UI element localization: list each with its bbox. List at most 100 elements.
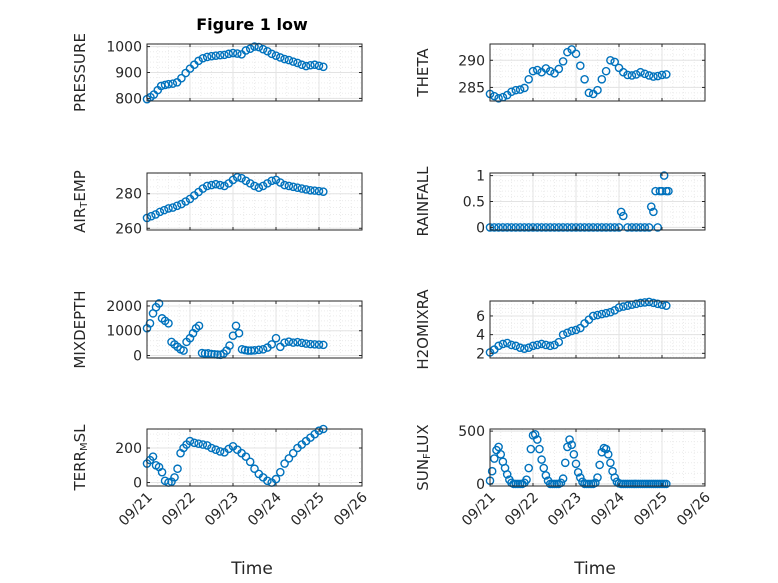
data-point (524, 343, 534, 353)
data-point (254, 183, 264, 192)
data-point (207, 443, 216, 453)
data-point (241, 46, 251, 55)
data-point (580, 74, 589, 84)
data-point (293, 58, 302, 68)
data-point (662, 479, 671, 489)
y-axis-label: RAINFALL (414, 166, 432, 237)
x-tick-label: 09/23 (202, 490, 242, 530)
data-point (228, 48, 238, 58)
data-point (614, 63, 624, 73)
data-point (494, 223, 503, 232)
data-point (619, 302, 628, 311)
data-point (301, 339, 311, 348)
data-point (563, 47, 572, 57)
axes-box (489, 43, 706, 102)
data-point (545, 341, 555, 351)
data-point (651, 186, 660, 196)
data-point (314, 340, 324, 349)
data-point (151, 210, 160, 219)
data-point (593, 473, 602, 482)
data-point (627, 223, 637, 232)
data-point (306, 339, 315, 349)
data-point (284, 337, 294, 346)
data-point (511, 223, 521, 232)
data-point (653, 299, 663, 309)
data-point (306, 60, 315, 70)
data-point (215, 180, 225, 190)
data-point (197, 348, 207, 358)
data-point (631, 223, 641, 232)
y-tick-label: 1000 (106, 324, 142, 340)
y-axis-label: TERRMSL (71, 424, 90, 492)
data-point (241, 452, 251, 461)
data-point (198, 184, 208, 193)
data-point (576, 61, 585, 71)
data-point (267, 176, 277, 186)
data-point (558, 474, 568, 483)
data-point (220, 50, 229, 60)
data-point (232, 49, 242, 58)
data-point (207, 51, 216, 61)
data-point (530, 429, 540, 439)
data-point (263, 179, 272, 188)
data-point (275, 342, 285, 352)
data-point (241, 176, 251, 186)
data-point (533, 223, 542, 232)
y-tick-label: 1 (476, 169, 485, 185)
data-point (267, 49, 277, 59)
data-point (198, 440, 208, 449)
data-point (254, 42, 264, 52)
data-point (511, 341, 521, 351)
data-point (571, 49, 581, 59)
y-tick-label: 200 (115, 441, 142, 457)
data-point (597, 74, 607, 84)
data-point (284, 55, 294, 65)
data-point (228, 175, 238, 185)
data-point (644, 297, 654, 307)
subplot-7: 0 200 TERRMSL 09/21 09/22 09/23 09/24 09/25 09/2… (71, 424, 371, 530)
data-point (603, 450, 613, 459)
x-tick-label: 09/21 (116, 490, 156, 530)
data-point (301, 61, 311, 71)
data-point (181, 197, 190, 206)
data-point (597, 309, 607, 319)
data-point (498, 223, 508, 232)
data-point (237, 173, 246, 183)
data-point (636, 67, 645, 77)
data-point (640, 69, 650, 79)
subplot-3: 260 280 AIRTEMP (71, 170, 363, 237)
data-point (554, 223, 564, 232)
data-point (280, 338, 289, 347)
data-point (314, 426, 324, 436)
data-point (297, 184, 307, 193)
data-point (288, 448, 298, 458)
data-point (258, 44, 268, 54)
data-point (164, 204, 173, 213)
data-point (288, 57, 298, 66)
data-point (202, 181, 212, 191)
data-point (569, 450, 579, 459)
y-tick-label: 260 (115, 221, 142, 237)
data-point (541, 64, 551, 73)
data-point (623, 301, 632, 310)
data-point (263, 476, 272, 486)
data-point (250, 181, 259, 191)
data-point (541, 471, 551, 480)
data-point (565, 435, 574, 444)
data-point (157, 467, 167, 477)
data-point (215, 50, 225, 60)
data-point (619, 211, 628, 221)
data-point (314, 186, 324, 196)
data-point (207, 180, 216, 190)
data-point (275, 53, 285, 62)
subplot-8: 0 500 SUNFLUX 09/21 09/22 09/23 09/24 09/25 09/2… (414, 424, 714, 529)
data-point (284, 181, 294, 191)
data-point (280, 180, 289, 190)
data-point (606, 307, 615, 317)
y-tick-label: 0.5 (463, 195, 485, 211)
data-point (314, 61, 324, 71)
data-point (494, 442, 503, 452)
data-point (164, 79, 173, 89)
